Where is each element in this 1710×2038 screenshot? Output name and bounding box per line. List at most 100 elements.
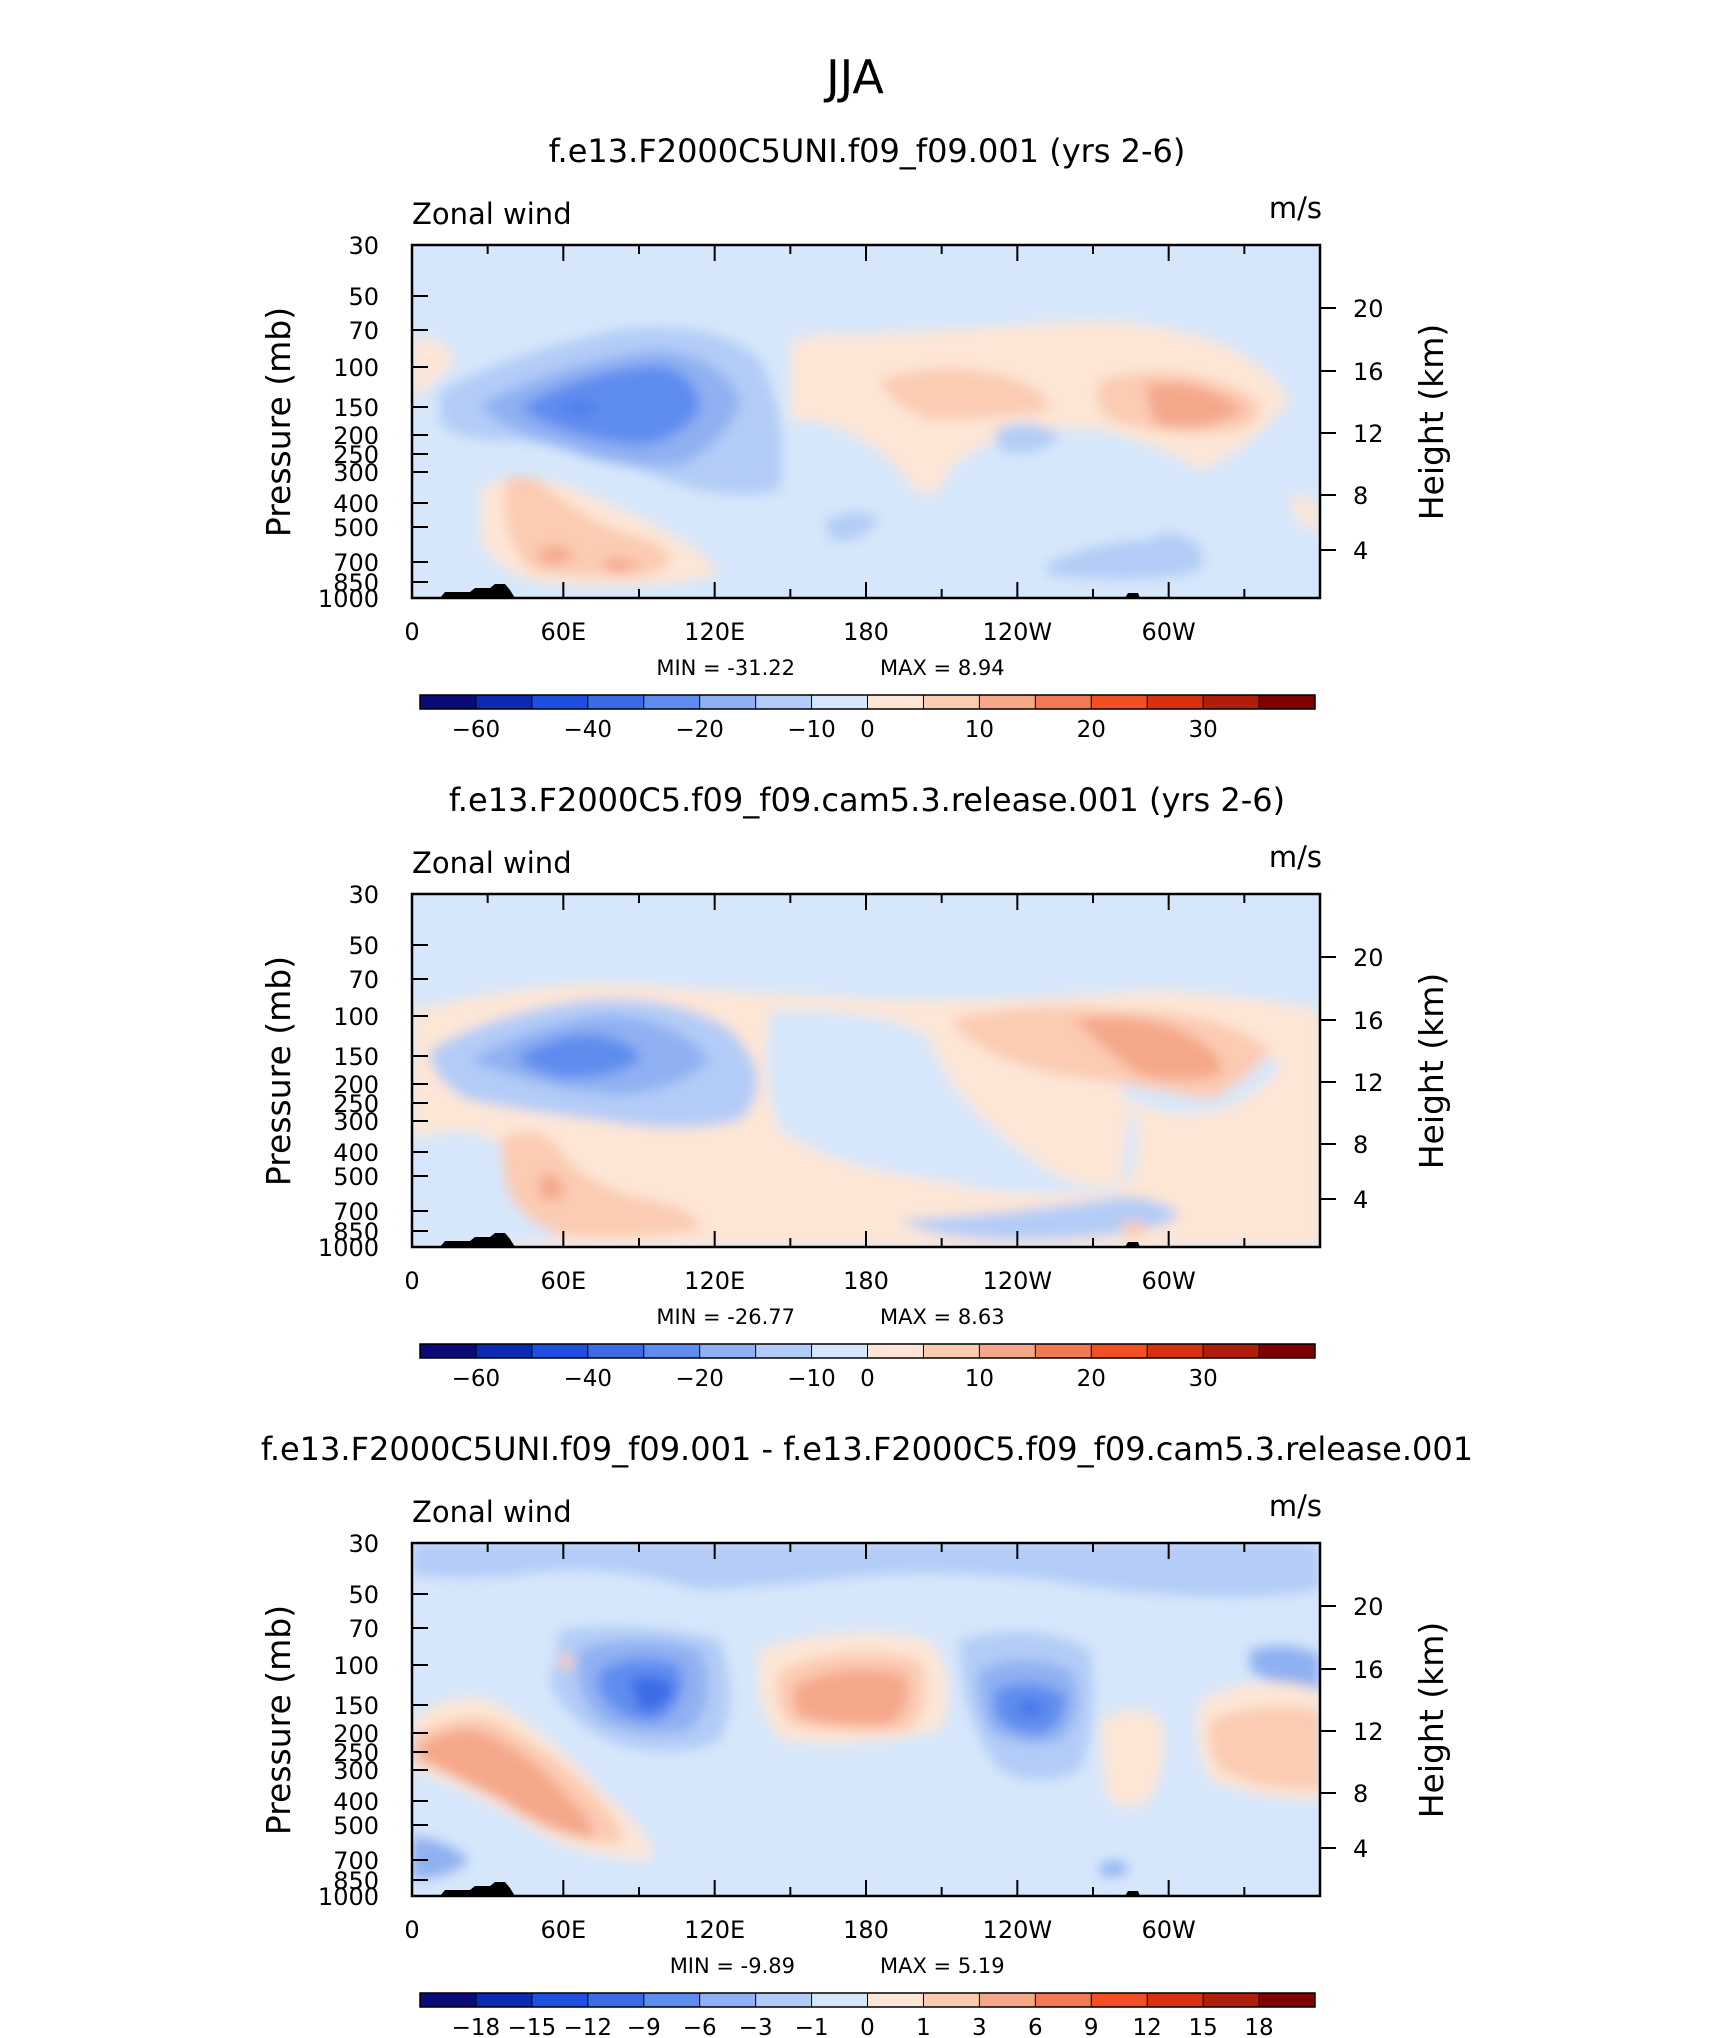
- colorbar-swatch: [867, 1993, 924, 2007]
- x-tick-label: 60E: [540, 618, 586, 646]
- contour-field: [412, 1543, 1320, 1896]
- y-tick-label: 50: [348, 932, 379, 960]
- x-tick-label: 60E: [540, 1916, 586, 1944]
- colorbar-label: 12: [1133, 2015, 1162, 2038]
- colorbar-swatch: [1203, 695, 1260, 709]
- y-axis-right: 20 16 12 8 4: [1320, 295, 1384, 565]
- colorbar-label: 10: [965, 717, 994, 743]
- y-tick-label: 1000: [318, 585, 379, 613]
- colorbar-swatch: [1259, 1344, 1316, 1358]
- contour-orange-10: [558, 1653, 575, 1669]
- y-tick-label: 850: [333, 1867, 379, 1895]
- colorbar-label: 30: [1188, 1366, 1217, 1392]
- y-right-tick-label: 8: [1353, 1131, 1368, 1159]
- y-tick-label: 30: [348, 1530, 379, 1558]
- colorbar: −60 −40 −20 −10 0 10 20 30: [419, 694, 1316, 743]
- colorbar-swatch: [587, 1344, 645, 1358]
- y-right-tick-label: 20: [1353, 1593, 1384, 1621]
- y-right-tick-label: 12: [1353, 1069, 1384, 1097]
- colorbar-label: 30: [1188, 717, 1217, 743]
- topography-mask: [1125, 593, 1140, 598]
- x-tick-label: 60W: [1142, 618, 1196, 646]
- y-tick-label: 400: [333, 1139, 379, 1167]
- y-tick-label: 250: [333, 441, 379, 469]
- max-stat: MAX = 5.19: [880, 1954, 1005, 1978]
- colorbar-label: −20: [675, 1366, 724, 1392]
- x-tick-label: 120E: [684, 1267, 745, 1295]
- units-label: m/s: [1269, 191, 1322, 225]
- colorbar-swatch: [475, 1344, 533, 1358]
- min-stat: MIN = -31.22: [656, 656, 795, 680]
- y-right-tick-label: 4: [1353, 1186, 1368, 1214]
- variable-label: Zonal wind: [412, 1495, 572, 1529]
- contour-blue-2: [412, 1543, 1320, 1597]
- y-tick-label: 1000: [318, 1234, 379, 1262]
- colorbar-swatch: [587, 1993, 645, 2007]
- y-tick-label: 500: [333, 1812, 379, 1840]
- colorbar-swatch: [531, 695, 589, 709]
- x-tick-label: 180: [843, 1267, 889, 1295]
- colorbar-swatch: [923, 695, 980, 709]
- y-right-tick-label: 16: [1353, 1007, 1384, 1035]
- colorbar-label: 15: [1188, 2015, 1217, 2038]
- y-tick-label: 70: [348, 966, 379, 994]
- colorbar-label: −3: [739, 2015, 773, 2038]
- y-tick-label: 850: [333, 1218, 379, 1246]
- x-tick-label: 60W: [1142, 1267, 1196, 1295]
- panel-3: f.e13.F2000C5UNI.f09_f09.001 - f.e13.F20…: [259, 1430, 1473, 2038]
- x-tick-label: 120W: [983, 618, 1053, 646]
- contour-orange-4: [880, 368, 1050, 420]
- topography-mask: [440, 584, 515, 598]
- y-tick-label: 400: [333, 1788, 379, 1816]
- contour-blue-5: [560, 405, 600, 411]
- contour-blue-3b: [1250, 1646, 1320, 1690]
- units-label: m/s: [1269, 1489, 1322, 1523]
- contour-orange-1b: [412, 337, 455, 400]
- y-tick-label: 500: [333, 1163, 379, 1191]
- x-tick-label: 120W: [983, 1916, 1053, 1944]
- x-tick-label: 180: [843, 618, 889, 646]
- colorbar-label: 0: [860, 717, 875, 743]
- y-axis-label-right: Height (km): [1412, 973, 1451, 1170]
- colorbar-swatch: [1147, 1344, 1204, 1358]
- colorbar-swatch: [979, 1344, 1036, 1358]
- colorbar-label: −15: [508, 2015, 557, 2038]
- y-tick-label: 100: [333, 1003, 379, 1031]
- y-axis-right: 20 16 12 8 4: [1320, 1593, 1384, 1863]
- y-right-tick-label: 12: [1353, 1718, 1384, 1746]
- y-tick-label: 300: [333, 1108, 379, 1136]
- x-tick-label: 120E: [684, 618, 745, 646]
- y-axis-label: Pressure (mb): [259, 1605, 298, 1835]
- colorbar-label: 6: [1028, 2015, 1043, 2038]
- y-tick-label: 100: [333, 1652, 379, 1680]
- contour-blue-6: [995, 423, 1060, 453]
- colorbar-label: −6: [683, 2015, 717, 2038]
- y-tick-label: 200: [333, 1720, 379, 1748]
- y-tick-label: 200: [333, 422, 379, 450]
- topography-mask: [440, 1233, 515, 1247]
- contour-orange-3: [793, 1669, 908, 1726]
- colorbar-swatch: [979, 1993, 1036, 2007]
- colorbar-swatch: [643, 1993, 701, 2007]
- x-axis: 0 60E 120E 180 120W 60W: [404, 894, 1321, 1295]
- colorbar-swatch: [643, 695, 701, 709]
- y-tick-label: 700: [333, 1847, 379, 1875]
- colorbar-swatch: [1147, 695, 1204, 709]
- contour-blue-4: [515, 1034, 640, 1079]
- colorbar-label: −40: [564, 717, 613, 743]
- contour-orange-6: [420, 1729, 593, 1840]
- colorbar-label: −60: [452, 1366, 501, 1392]
- colorbar-swatch: [811, 695, 868, 709]
- panel-title: f.e13.F2000C5.f09_f09.cam5.3.release.001…: [449, 781, 1285, 819]
- colorbar-swatch: [587, 695, 645, 709]
- colorbar-swatch: [475, 1993, 533, 2007]
- colorbar-swatch: [979, 695, 1036, 709]
- panel-title: f.e13.F2000C5UNI.f09_f09.001 (yrs 2-6): [549, 132, 1186, 170]
- y-right-tick-label: 12: [1353, 420, 1384, 448]
- contour-blue-5: [630, 1676, 675, 1711]
- contour-orange-6: [1145, 382, 1245, 428]
- page-title: JJA: [823, 50, 884, 104]
- contour-orange-9: [1290, 495, 1320, 530]
